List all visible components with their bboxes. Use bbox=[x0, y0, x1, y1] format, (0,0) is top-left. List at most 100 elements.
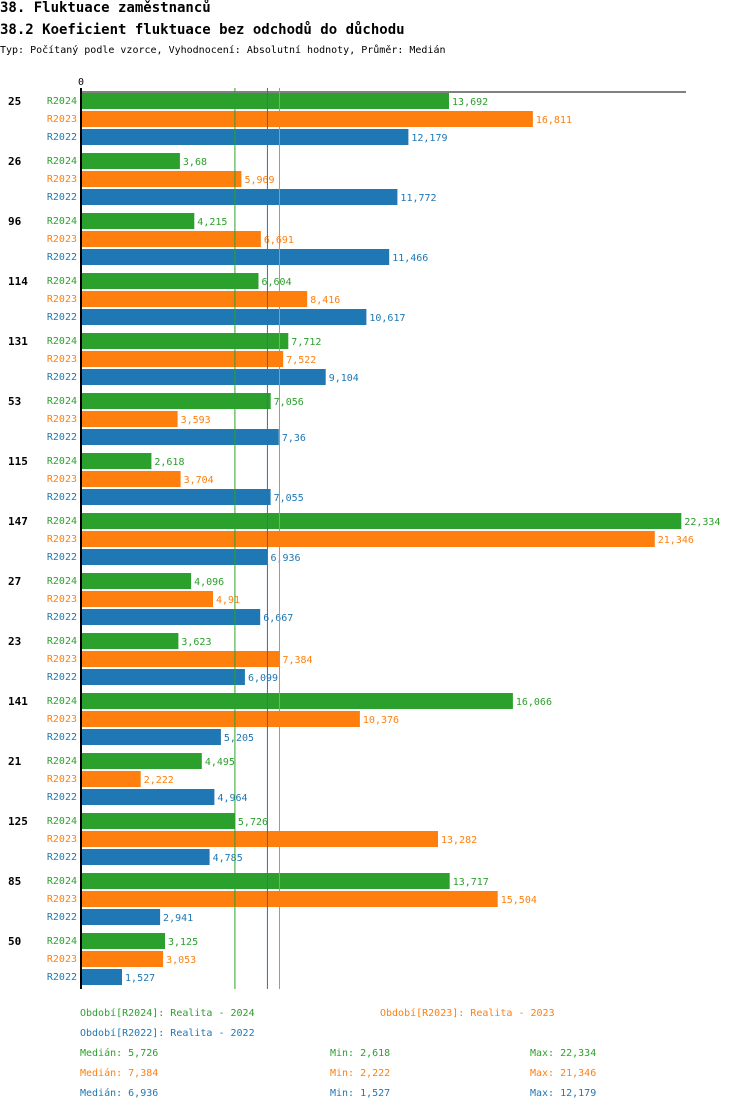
category-label: 114 bbox=[8, 275, 28, 288]
stat-median-r2022: Medián: 6,936 bbox=[80, 1088, 159, 1099]
bar-r2023 bbox=[81, 651, 280, 667]
bar-r2024 bbox=[81, 573, 192, 589]
bar-r2022 bbox=[81, 429, 279, 445]
category-label: 147 bbox=[8, 515, 28, 528]
bar-r2023 bbox=[81, 171, 242, 187]
bar-r2022 bbox=[81, 669, 245, 685]
bar-r2022 bbox=[81, 909, 161, 925]
value-label-r2023: 13,282 bbox=[441, 835, 477, 846]
bar-r2022 bbox=[81, 849, 210, 865]
value-label-r2024: 3,125 bbox=[168, 937, 198, 948]
value-label-r2022: 4,785 bbox=[213, 853, 243, 864]
series-label-r2024: R2024 bbox=[47, 576, 77, 587]
stat-min-r2024: Min: 2,618 bbox=[330, 1048, 391, 1059]
category-label: 115 bbox=[8, 455, 28, 468]
value-label-r2023: 4,91 bbox=[216, 595, 240, 606]
series-label-r2024: R2024 bbox=[47, 276, 77, 287]
value-label-r2024: 13,717 bbox=[453, 877, 489, 888]
value-label-r2023: 16,811 bbox=[536, 115, 572, 126]
value-label-r2023: 10,376 bbox=[363, 715, 399, 726]
value-label-r2024: 22,334 bbox=[684, 517, 720, 528]
category-label: 85 bbox=[8, 875, 21, 888]
bar-r2024 bbox=[81, 153, 180, 169]
series-label-r2024: R2024 bbox=[47, 756, 77, 767]
value-label-r2022: 12,179 bbox=[411, 133, 447, 144]
series-label-r2024: R2024 bbox=[47, 156, 77, 167]
value-label-r2022: 6,667 bbox=[263, 613, 293, 624]
value-label-r2023: 2,222 bbox=[144, 775, 174, 786]
bar-r2024 bbox=[81, 333, 289, 349]
bar-r2022 bbox=[81, 309, 367, 325]
value-label-r2022: 6,099 bbox=[248, 673, 278, 684]
bar-r2023 bbox=[81, 531, 655, 547]
series-label-r2024: R2024 bbox=[47, 336, 77, 347]
series-label-r2024: R2024 bbox=[47, 456, 77, 467]
bar-chart: 0 25 R2024 13,692 R2023 16,811 R2022 12,179 26 R2… bbox=[8, 77, 720, 989]
category-label: 26 bbox=[8, 155, 22, 168]
series-label-r2024: R2024 bbox=[47, 96, 77, 107]
legend-period-r2022: Období[R2022]: Realita - 2022 bbox=[80, 1028, 255, 1039]
bar-r2023 bbox=[81, 231, 261, 247]
bar-r2022 bbox=[81, 489, 271, 505]
series-label-r2023: R2023 bbox=[47, 294, 77, 305]
axis-zero-label: 0 bbox=[78, 77, 84, 88]
value-label-r2023: 6,691 bbox=[264, 235, 294, 246]
stat-max-r2022: Max: 12,179 bbox=[530, 1088, 597, 1099]
category-label: 96 bbox=[8, 215, 22, 228]
series-label-r2022: R2022 bbox=[47, 672, 77, 683]
chart-subtitle: 38.2 Koeficient fluktuace bez odchodů do… bbox=[0, 22, 405, 38]
series-label-r2023: R2023 bbox=[47, 354, 77, 365]
value-label-r2022: 4,964 bbox=[217, 793, 247, 804]
series-label-r2022: R2022 bbox=[47, 792, 77, 803]
series-label-r2023: R2023 bbox=[47, 834, 77, 845]
bar-r2023 bbox=[81, 471, 181, 487]
legend-period-r2024: Období[R2024]: Realita - 2024 bbox=[80, 1008, 255, 1019]
series-label-r2022: R2022 bbox=[47, 132, 77, 143]
category-label: 21 bbox=[8, 755, 22, 768]
value-label-r2023: 7,522 bbox=[286, 355, 316, 366]
value-label-r2023: 15,504 bbox=[501, 895, 537, 906]
bar-r2023 bbox=[81, 831, 438, 847]
category-label: 23 bbox=[8, 635, 21, 648]
series-label-r2023: R2023 bbox=[47, 714, 77, 725]
legend-period-r2023: Období[R2023]: Realita - 2023 bbox=[380, 1008, 555, 1019]
series-label-r2024: R2024 bbox=[47, 816, 77, 827]
value-label-r2023: 3,053 bbox=[166, 955, 196, 966]
series-label-r2022: R2022 bbox=[47, 852, 77, 863]
bar-r2022 bbox=[81, 369, 326, 385]
series-label-r2023: R2023 bbox=[47, 474, 77, 485]
bar-r2023 bbox=[81, 111, 533, 127]
category-label: 25 bbox=[8, 95, 21, 108]
series-label-r2023: R2023 bbox=[47, 534, 77, 545]
value-label-r2023: 8,416 bbox=[310, 295, 340, 306]
series-label-r2022: R2022 bbox=[47, 492, 77, 503]
stat-max-r2023: Max: 21,346 bbox=[530, 1068, 597, 1079]
category-label: 53 bbox=[8, 395, 21, 408]
bar-r2023 bbox=[81, 771, 141, 787]
bar-r2024 bbox=[81, 633, 179, 649]
series-label-r2022: R2022 bbox=[47, 732, 77, 743]
value-label-r2024: 6,604 bbox=[262, 277, 292, 288]
category-label: 141 bbox=[8, 695, 28, 708]
series-label-r2023: R2023 bbox=[47, 654, 77, 665]
value-label-r2022: 6,936 bbox=[270, 553, 300, 564]
series-label-r2023: R2023 bbox=[47, 594, 77, 605]
bar-r2024 bbox=[81, 873, 450, 889]
category-label: 125 bbox=[8, 815, 28, 828]
series-label-r2022: R2022 bbox=[47, 372, 77, 383]
page-title: 38. Fluktuace zaměstnanců bbox=[0, 0, 211, 16]
bar-r2022 bbox=[81, 189, 398, 205]
series-label-r2022: R2022 bbox=[47, 432, 77, 443]
bar-r2023 bbox=[81, 891, 498, 907]
value-label-r2024: 5,726 bbox=[238, 817, 268, 828]
stat-min-r2023: Min: 2,222 bbox=[330, 1068, 391, 1079]
stat-median-r2024: Medián: 5,726 bbox=[80, 1048, 159, 1059]
bar-r2024 bbox=[81, 453, 152, 469]
bar-r2024 bbox=[81, 393, 271, 409]
bar-r2024 bbox=[81, 93, 449, 109]
bar-r2023 bbox=[81, 951, 164, 967]
series-label-r2022: R2022 bbox=[47, 552, 77, 563]
bar-r2024 bbox=[81, 933, 165, 949]
bar-r2023 bbox=[81, 291, 308, 307]
bar-r2022 bbox=[81, 129, 409, 145]
